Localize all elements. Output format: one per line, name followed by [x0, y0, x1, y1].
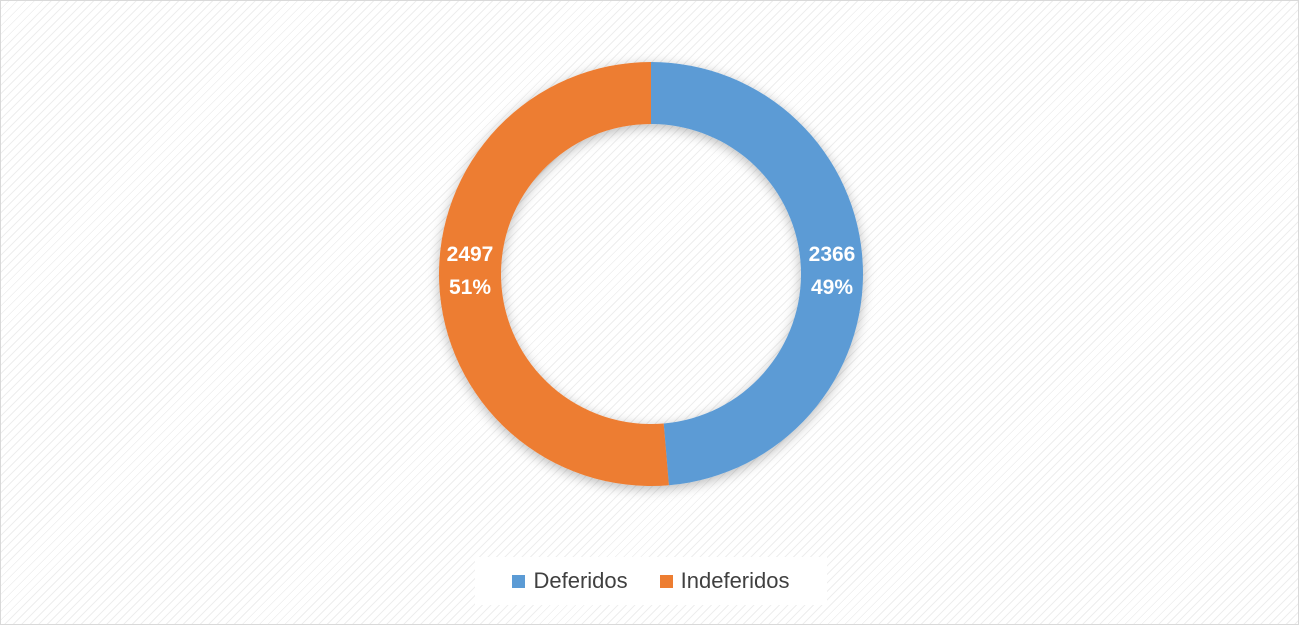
legend-swatch-deferidos: [512, 574, 526, 588]
data-label-value-indeferidos: 2497: [447, 243, 494, 266]
data-label-percent-deferidos: 49%: [811, 276, 853, 299]
data-label-value-deferidos: 2366: [809, 243, 856, 266]
donut-slice-deferidos[interactable]: [651, 62, 864, 486]
legend: Deferidos Indeferidos: [475, 557, 827, 605]
donut-slice-indeferidos[interactable]: [439, 62, 669, 486]
legend-label-indeferidos: Indeferidos: [680, 568, 790, 593]
data-label-percent-indeferidos: 51%: [449, 276, 491, 299]
legend-swatch-indeferidos: [659, 574, 673, 588]
legend-label-deferidos: Deferidos: [533, 568, 628, 593]
legend-entry-deferidos[interactable]: Deferidos: [512, 568, 628, 594]
legend-entry-indeferidos[interactable]: Indeferidos: [659, 568, 790, 594]
